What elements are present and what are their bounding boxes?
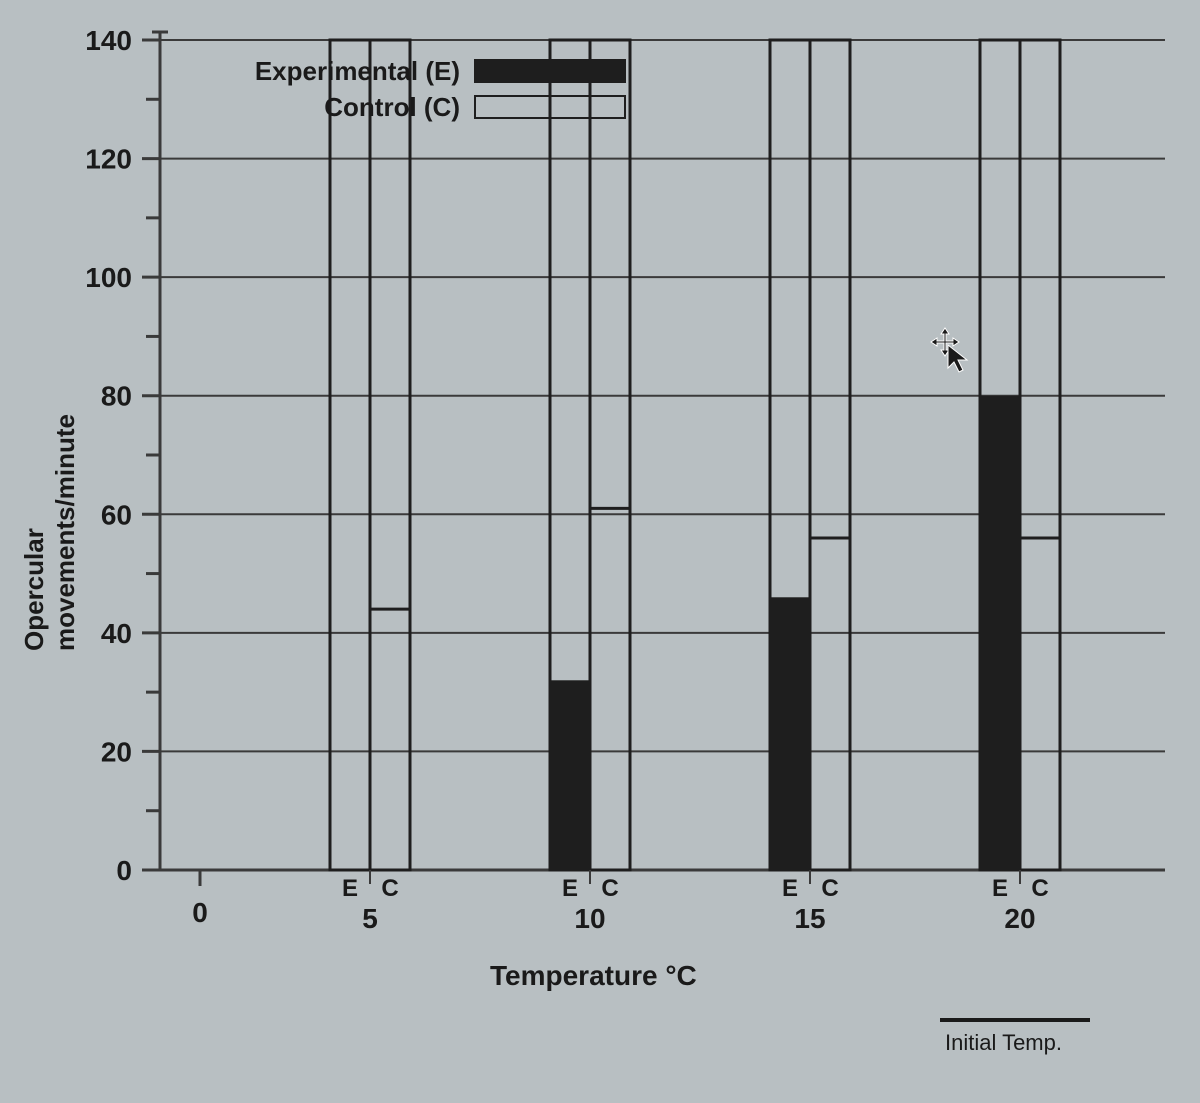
svg-text:C: C	[381, 875, 398, 902]
move-cursor-icon	[931, 328, 967, 372]
svg-text:E: E	[782, 875, 798, 902]
svg-text:Control (C): Control (C)	[324, 92, 460, 122]
svg-text:E: E	[342, 875, 358, 902]
x-axis-title: Temperature °C	[490, 960, 697, 992]
svg-text:120: 120	[85, 144, 132, 175]
svg-text:0: 0	[116, 855, 132, 886]
svg-text:C: C	[1031, 875, 1048, 902]
svg-text:10: 10	[574, 903, 605, 934]
svg-text:100: 100	[85, 262, 132, 293]
svg-text:60: 60	[101, 499, 132, 530]
svg-text:E: E	[992, 875, 1008, 902]
y-axis-title: Opercular movements/minute	[19, 291, 81, 651]
svg-text:80: 80	[101, 381, 132, 412]
svg-text:C: C	[821, 875, 838, 902]
svg-text:5: 5	[362, 903, 378, 934]
svg-text:Experimental (E): Experimental (E)	[255, 56, 460, 86]
svg-text:15: 15	[794, 903, 825, 934]
svg-text:0: 0	[192, 897, 208, 928]
svg-text:20: 20	[1004, 903, 1035, 934]
svg-text:E: E	[562, 875, 578, 902]
svg-text:20: 20	[101, 736, 132, 767]
opercular-chart: 0204060801001201400EC5EC10EC15EC20Experi…	[0, 0, 1200, 1103]
svg-text:40: 40	[101, 618, 132, 649]
initial-temp-label: Initial Temp.	[945, 1030, 1062, 1056]
svg-text:C: C	[601, 875, 618, 902]
svg-text:140: 140	[85, 25, 132, 56]
